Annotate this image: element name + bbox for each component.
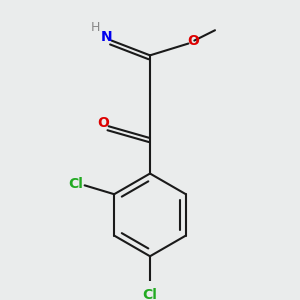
Text: H: H — [91, 21, 100, 34]
Text: N: N — [100, 30, 112, 44]
Text: Cl: Cl — [68, 177, 83, 191]
Text: O: O — [188, 34, 200, 48]
Text: O: O — [97, 116, 109, 130]
Text: Cl: Cl — [142, 288, 158, 300]
